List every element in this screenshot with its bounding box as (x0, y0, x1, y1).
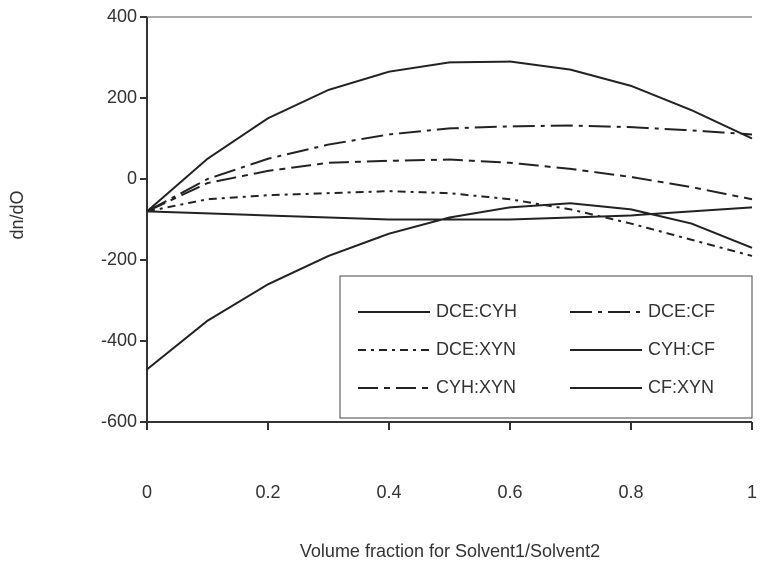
legend-label: CF:XYN (648, 377, 714, 397)
legend-label: CYH:XYN (436, 377, 516, 397)
x-tick-label: 0 (142, 482, 152, 502)
series-line (146, 158, 753, 213)
legend-label: DCE:CF (648, 301, 715, 321)
x-tick-label: 0.4 (376, 482, 401, 502)
legend-box (339, 275, 753, 419)
y-tick-label: -200 (101, 249, 137, 269)
legend-label: DCE:XYN (436, 339, 516, 359)
series-line (146, 60, 753, 213)
series-line (146, 190, 753, 257)
y-tick-label: 0 (127, 168, 137, 188)
series-line (146, 202, 753, 371)
legend-label: CYH:CF (648, 339, 715, 359)
x-tick-label: 0.2 (255, 482, 280, 502)
y-tick-label: 200 (107, 87, 137, 107)
series-line (146, 124, 753, 213)
x-tick-label: 0.8 (618, 482, 643, 502)
x-tick-label: 0.6 (497, 482, 522, 502)
legend-label: DCE:CYH (436, 301, 517, 321)
y-tick-label: -600 (101, 411, 137, 431)
y-tick-label: -400 (101, 330, 137, 350)
y-axis-title: dn/dO (7, 190, 27, 239)
x-axis-title: Volume fraction for Solvent1/Solvent2 (300, 541, 600, 561)
x-tick-label: 1 (747, 482, 757, 502)
y-tick-label: 400 (107, 6, 137, 26)
